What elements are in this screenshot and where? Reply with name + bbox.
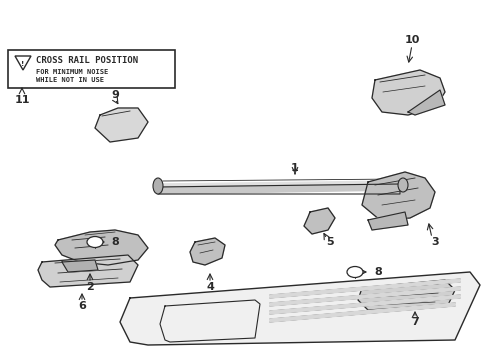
Polygon shape — [120, 272, 479, 345]
Text: 6: 6 — [78, 301, 86, 311]
Text: 5: 5 — [325, 237, 333, 247]
Text: 9: 9 — [111, 90, 119, 100]
Text: 3: 3 — [430, 237, 438, 247]
Text: WHILE NOT IN USE: WHILE NOT IN USE — [36, 77, 104, 83]
Polygon shape — [367, 212, 407, 230]
Text: 8: 8 — [373, 267, 381, 277]
Polygon shape — [38, 255, 138, 287]
Polygon shape — [361, 172, 434, 220]
Text: 1: 1 — [290, 163, 298, 173]
Text: 10: 10 — [404, 35, 419, 45]
Polygon shape — [357, 280, 454, 310]
Text: FOR MINIMUM NOISE: FOR MINIMUM NOISE — [36, 69, 108, 75]
Text: 7: 7 — [410, 317, 418, 327]
Text: 2: 2 — [86, 282, 94, 292]
Text: 11: 11 — [14, 95, 30, 105]
Text: CROSS RAIL POSITION: CROSS RAIL POSITION — [36, 55, 138, 64]
Ellipse shape — [153, 178, 163, 194]
Polygon shape — [55, 230, 148, 265]
Polygon shape — [62, 260, 98, 272]
FancyBboxPatch shape — [8, 50, 175, 88]
Ellipse shape — [87, 237, 103, 248]
Text: 4: 4 — [205, 282, 214, 292]
Polygon shape — [158, 184, 399, 194]
Polygon shape — [407, 90, 444, 115]
Polygon shape — [269, 279, 459, 298]
Text: !: ! — [21, 61, 24, 67]
Text: 8: 8 — [111, 237, 119, 247]
Polygon shape — [158, 181, 405, 187]
Ellipse shape — [397, 178, 407, 192]
Polygon shape — [95, 108, 148, 142]
Polygon shape — [304, 208, 334, 234]
Polygon shape — [371, 70, 444, 115]
Polygon shape — [269, 287, 459, 306]
Polygon shape — [269, 303, 454, 322]
Polygon shape — [269, 295, 459, 314]
Polygon shape — [190, 238, 224, 265]
Ellipse shape — [346, 266, 362, 278]
